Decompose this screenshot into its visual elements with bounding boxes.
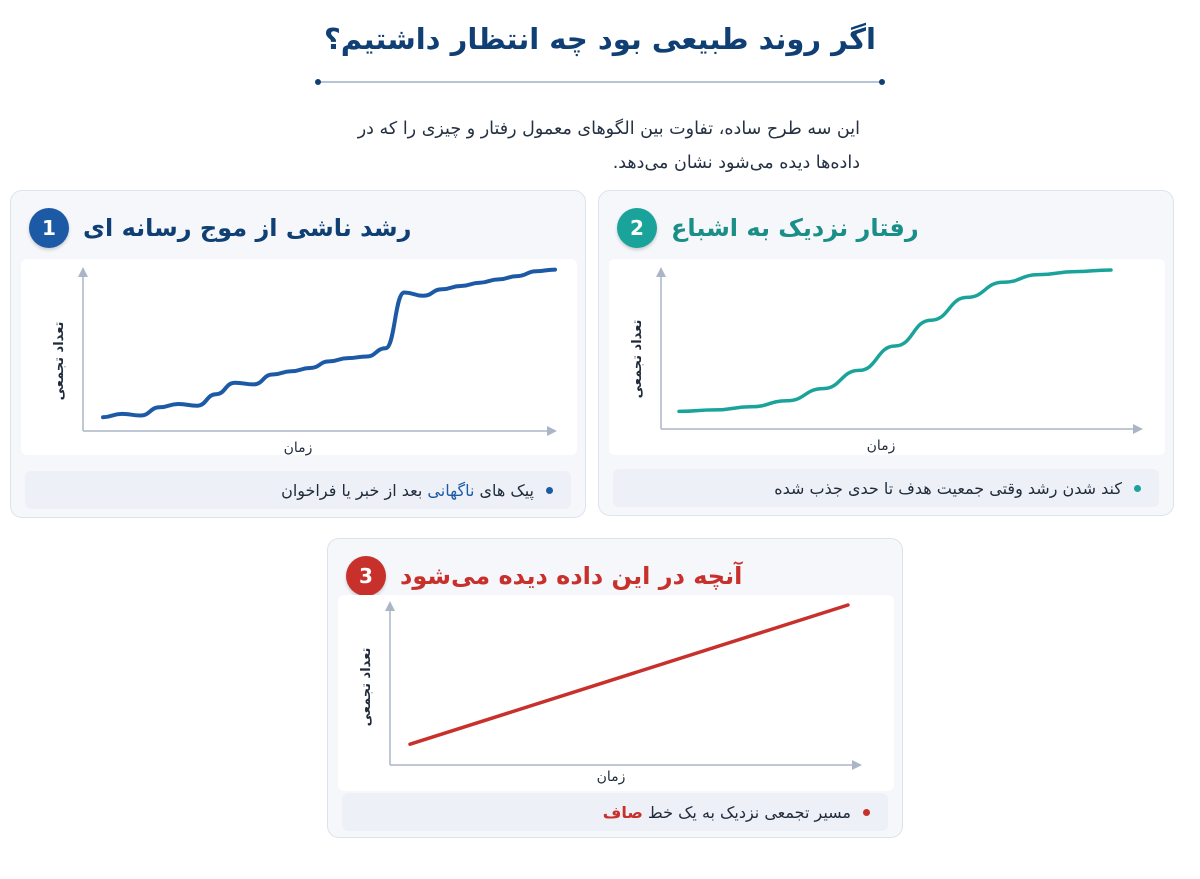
series-line [677, 268, 1113, 414]
intro-text: این سه طرح ساده، تفاوت بین الگوهای معمول… [357, 119, 860, 173]
panel-2-title: رفتار نزدیک به اشباع [671, 214, 919, 242]
chart-saturation: تعداد تجمعی زمان [609, 259, 1165, 455]
caption-highlight-3: صاف [602, 802, 643, 822]
page-header: اگر روند طبیعی بود چه انتظار داشتیم؟ این… [0, 0, 1200, 180]
panel-saturation: رفتار نزدیک به اشباع 2 تعداد تجمعی زمان … [598, 190, 1174, 516]
series-line [408, 603, 850, 746]
panel-2-caption: کند شدن رشد وقتی جمعیت هدف تا حدی جذب شد… [613, 469, 1159, 507]
x-axis-arrow [852, 760, 862, 770]
x-axis-label: زمان [867, 438, 896, 454]
bullet-dot [546, 486, 553, 494]
panel-observed: آنچه در این داده دیده می‌شود 3 تعداد تجم… [327, 538, 903, 838]
x-axis-arrow [547, 426, 557, 436]
x-axis-arrow [1133, 424, 1143, 434]
x-axis-label: زمان [597, 769, 626, 785]
caption-text-2: کند شدن رشد وقتی جمعیت هدف تا حدی جذب شد… [774, 478, 1122, 498]
caption-text-1b: بعد از خبر یا فراخوان [281, 480, 428, 500]
y-axis-label: تعداد تجمعی [630, 320, 645, 399]
panel-1-badge: 1 [29, 208, 69, 248]
x-axis-label: زمان [284, 440, 313, 456]
panel-3-header: آنچه در این داده دیده می‌شود 3 [346, 553, 884, 599]
panel-2-header: رفتار نزدیک به اشباع 2 [617, 205, 1155, 251]
y-axis-label: تعداد تجمعی [52, 322, 67, 401]
panel-1-caption: پیک های ناگهانی بعد از خبر یا فراخوان [25, 471, 571, 509]
y-axis-label: تعداد تجمعی [359, 648, 374, 727]
panel-media-wave: رشد ناشی از موج رسانه ای 1 تعداد تجمعی ز… [10, 190, 586, 518]
bullet-dot [863, 808, 870, 816]
y-axis-arrow [385, 601, 395, 611]
caption-text-3: مسیر تجمعی نزدیک به یک خط [642, 802, 851, 822]
series-line [101, 267, 557, 420]
panel-1-header: رشد ناشی از موج رسانه ای 1 [29, 205, 567, 251]
page-title: اگر روند طبیعی بود چه انتظار داشتیم؟ [323, 22, 876, 56]
chart-observed: تعداد تجمعی زمان [338, 595, 894, 791]
caption-highlight-1: ناگهانی [427, 480, 475, 500]
panel-3-title: آنچه در این داده دیده می‌شود [400, 562, 743, 590]
panel-1-title: رشد ناشی از موج رسانه ای [83, 214, 412, 242]
y-axis-arrow [656, 267, 666, 277]
chart-media-wave: تعداد تجمعی زمان [21, 259, 577, 456]
panel-3-caption: مسیر تجمعی نزدیک به یک خط صاف [342, 793, 888, 831]
panel-3-badge: 3 [346, 556, 386, 596]
title-divider [315, 79, 885, 85]
panel-2-badge: 2 [617, 208, 657, 248]
bullet-dot [1134, 484, 1141, 492]
y-axis-arrow [78, 267, 88, 277]
caption-text-1: پیک های [474, 480, 534, 500]
